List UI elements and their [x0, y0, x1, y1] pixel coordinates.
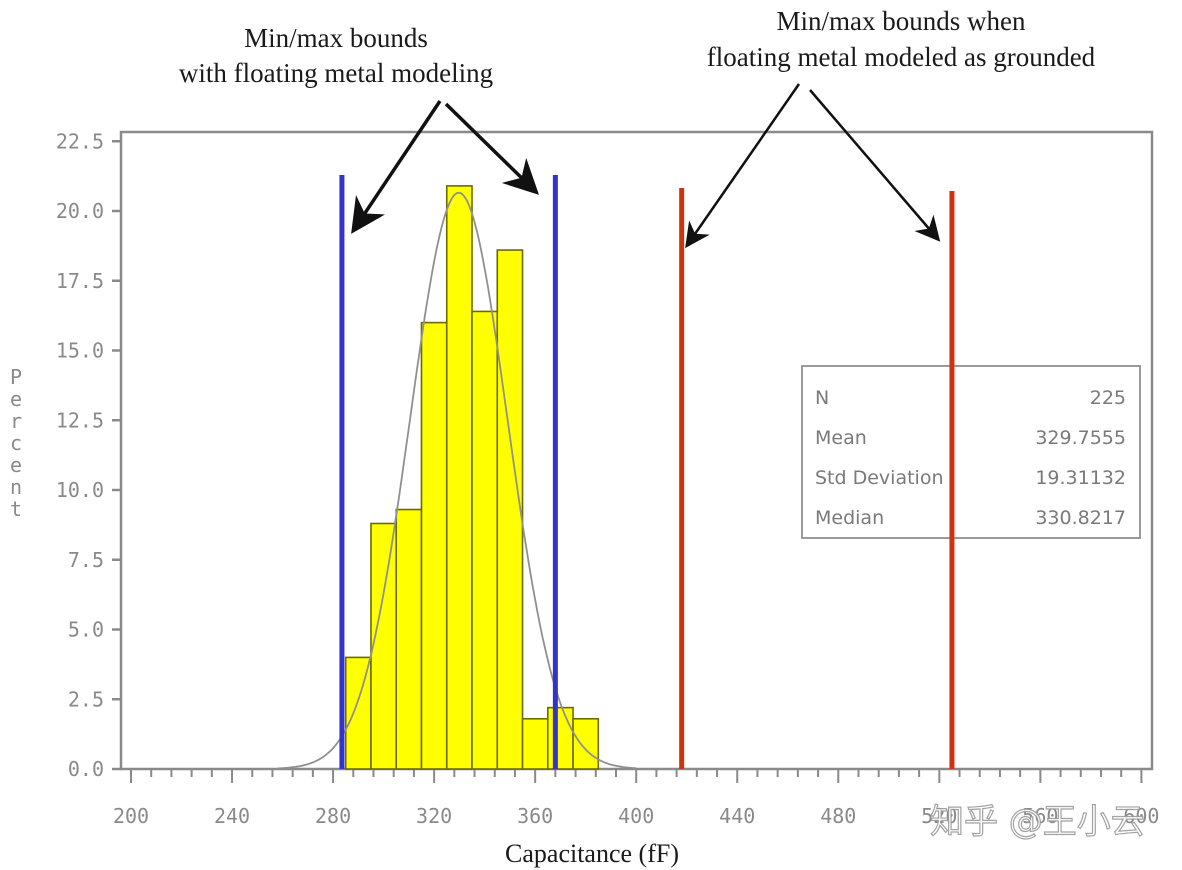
arrow-icon: [685, 83, 801, 249]
annotation-right-line2: floating metal modeled as grounded: [707, 42, 1096, 72]
annotation-left-line1: Min/max bounds: [244, 23, 428, 53]
x-tick-label: 600: [1123, 804, 1159, 828]
svg-text:P: P: [10, 365, 22, 389]
svg-text:r: r: [10, 409, 22, 433]
x-axis-label: Capacitance (fF): [505, 839, 679, 868]
arrow-icon: [444, 102, 540, 195]
y-axis: 0.0 2.5 5.0 7.5 10.0 12.5 15.0 17.5 20.0 22.5: [56, 129, 121, 781]
y-tick-label: 20.0: [56, 199, 104, 223]
x-tick-label: 280: [315, 804, 351, 828]
arrow-icon: [809, 89, 941, 242]
x-tick-label: 400: [618, 804, 654, 828]
histogram-bars: [277, 185, 637, 770]
y-tick-label: 22.5: [56, 129, 104, 153]
svg-text:c: c: [10, 431, 22, 455]
y-tick-label: 5.0: [68, 618, 104, 642]
histogram-bar: [344, 656, 372, 770]
x-tick-label: 440: [719, 804, 755, 828]
stats-box: N 225 Mean 329.7555 Std Deviation 19.311…: [801, 365, 1141, 539]
stat-median-label: Median: [815, 507, 884, 529]
x-tick-label: 520: [921, 804, 957, 828]
x-tick-label: 240: [214, 804, 250, 828]
histogram-bar: [395, 508, 423, 770]
x-tick-label: 320: [416, 804, 452, 828]
x-tick-label: 560: [1022, 804, 1058, 828]
arrow-icon: [351, 100, 442, 234]
svg-text:t: t: [10, 497, 22, 521]
histogram-bar: [521, 717, 549, 770]
y-tick-label: 2.5: [68, 687, 104, 711]
histogram-bar: [496, 249, 524, 770]
histogram-bar: [445, 185, 473, 770]
stat-median-value: 330.8217: [1035, 507, 1126, 529]
x-axis: 200 240 280 320 360 400 440 480 520 560 600: [113, 769, 1159, 828]
histogram-bar: [572, 717, 600, 770]
stat-std-label: Std Deviation: [815, 467, 944, 489]
y-tick-label: 10.0: [56, 478, 104, 502]
stat-std-value: 19.31132: [1035, 467, 1126, 489]
svg-text:e: e: [10, 453, 22, 477]
reference-lines: [339, 175, 685, 769]
stat-mean-value: 329.7555: [1035, 427, 1126, 449]
x-tick-label: 480: [820, 804, 856, 828]
stat-mean-label: Mean: [815, 427, 867, 449]
y-tick-label: 7.5: [68, 548, 104, 572]
histogram-bar: [546, 706, 574, 770]
y-tick-label: 0.0: [68, 757, 104, 781]
y-tick-label: 15.0: [56, 339, 104, 363]
annotation-arrows: [351, 83, 941, 249]
histogram-bar: [370, 522, 398, 770]
stat-n-label: N: [815, 387, 829, 409]
y-tick-label: 17.5: [56, 269, 104, 293]
stat-n-value: 225: [1090, 387, 1126, 409]
watermark: 知乎 @王小云: [930, 802, 1145, 842]
annotation-right-line1: Min/max bounds when: [777, 6, 1026, 36]
svg-text:n: n: [10, 475, 22, 499]
x-tick-label: 360: [517, 804, 553, 828]
histogram-bar: [420, 321, 448, 770]
annotation-left-line2: with floating metal modeling: [179, 58, 493, 88]
y-tick-label: 12.5: [56, 408, 104, 432]
histogram-bar: [471, 310, 499, 770]
svg-text:e: e: [10, 387, 22, 411]
x-tick-label: 200: [113, 804, 149, 828]
